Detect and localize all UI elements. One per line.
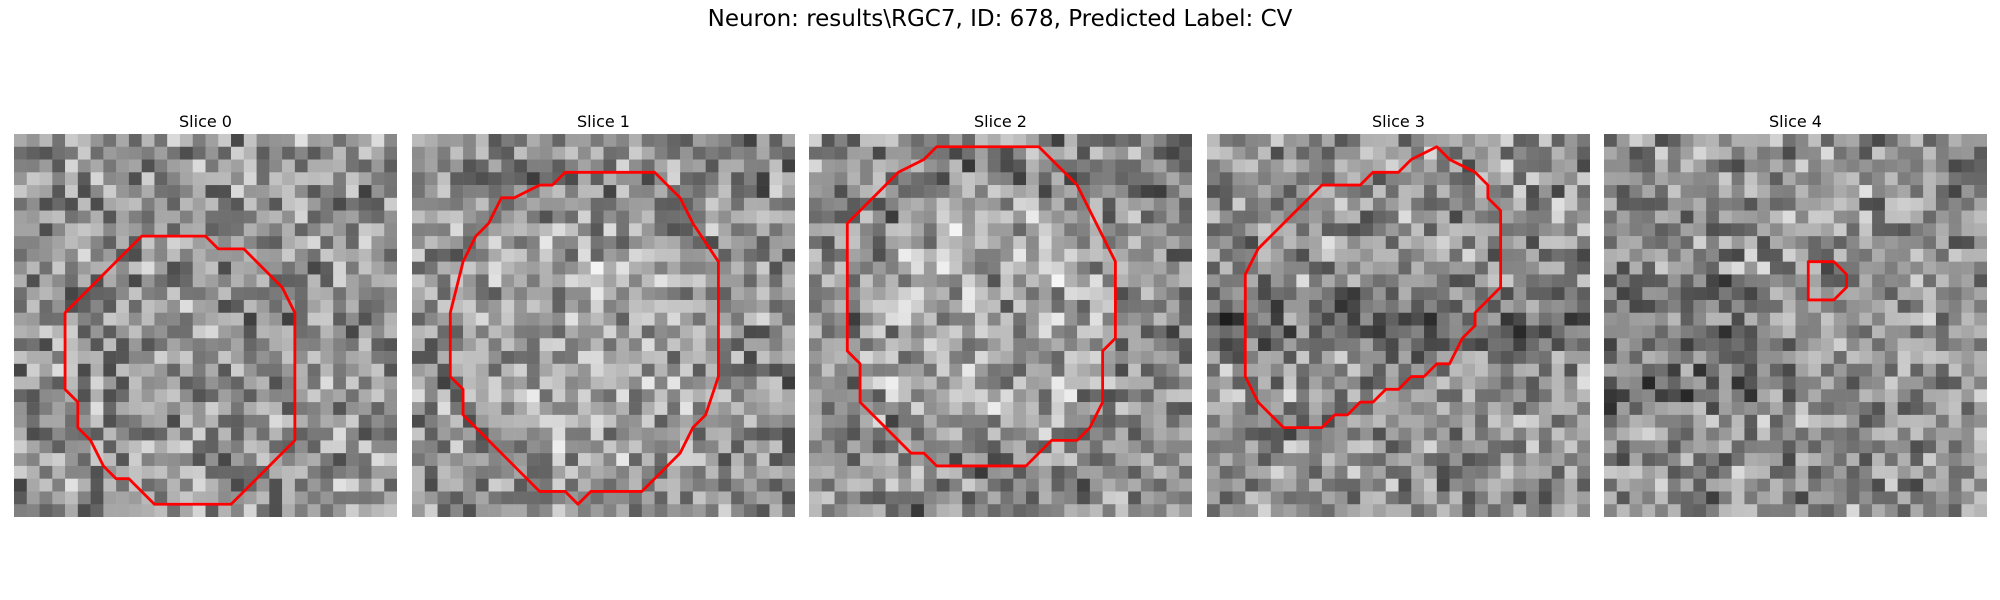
cell-contour-3 xyxy=(1243,145,1503,430)
cell-contour-4 xyxy=(1806,260,1848,302)
pixel-grid-2 xyxy=(809,134,1192,517)
slice-title-2: Slice 2 xyxy=(974,112,1027,131)
slice-title-4: Slice 4 xyxy=(1769,112,1822,131)
slice-title-3: Slice 3 xyxy=(1372,112,1425,131)
figure-title: Neuron: results\RGC7, ID: 678, Predicted… xyxy=(707,6,1293,32)
slice-image-0 xyxy=(14,134,397,517)
slice-title-0: Slice 0 xyxy=(179,112,232,131)
pixel-grid-1 xyxy=(412,134,795,517)
slice-image-3 xyxy=(1207,134,1590,517)
slice-panel-4: Slice 4 xyxy=(1604,110,1987,517)
slice-image-4 xyxy=(1604,134,1987,517)
slice-image-1 xyxy=(412,134,795,517)
slice-title-1: Slice 1 xyxy=(577,112,630,131)
cell-contour-0 xyxy=(63,234,297,506)
slice-panel-0: Slice 0 xyxy=(14,110,397,517)
pixel-grid-0 xyxy=(14,134,397,517)
slice-image-2 xyxy=(809,134,1192,517)
cell-contour-1 xyxy=(448,170,720,506)
slice-panel-1: Slice 1 xyxy=(412,110,795,517)
pixel-grid-3 xyxy=(1207,134,1590,517)
slice-panel-2: Slice 2 xyxy=(809,110,1192,517)
pixel-grid-4 xyxy=(1604,134,1987,517)
slice-panel-3: Slice 3 xyxy=(1207,110,1590,517)
cell-contour-2 xyxy=(845,145,1117,468)
